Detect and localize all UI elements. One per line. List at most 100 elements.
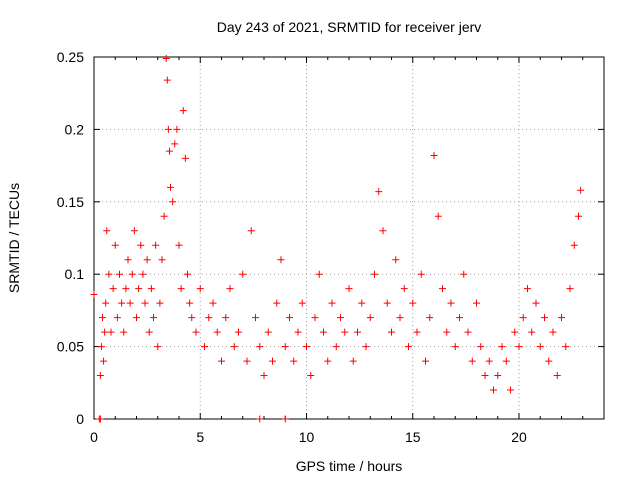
data-point bbox=[177, 285, 185, 293]
data-point bbox=[332, 343, 340, 351]
data-point bbox=[392, 256, 400, 264]
data-point bbox=[477, 343, 485, 351]
data-point bbox=[375, 188, 383, 196]
data-point bbox=[201, 343, 208, 351]
data-point bbox=[405, 343, 412, 351]
data-point bbox=[549, 328, 557, 336]
data-point bbox=[362, 343, 370, 351]
data-point bbox=[490, 386, 497, 394]
data-point bbox=[171, 140, 179, 148]
data-point bbox=[328, 299, 336, 307]
data-point bbox=[122, 285, 130, 293]
data-point bbox=[230, 343, 238, 351]
data-point bbox=[102, 299, 110, 307]
data-point bbox=[260, 372, 268, 380]
data-point bbox=[179, 107, 187, 115]
data-point bbox=[111, 241, 119, 249]
chart-title: Day 243 of 2021, SRMTID for receiver jer… bbox=[217, 19, 482, 35]
x-tick-label: 0 bbox=[90, 429, 98, 445]
data-point bbox=[181, 154, 189, 162]
data-point bbox=[154, 343, 162, 351]
data-point bbox=[163, 76, 171, 84]
data-point bbox=[577, 186, 585, 194]
data-point bbox=[162, 54, 170, 62]
x-axis: 0 5 10 15 20 bbox=[90, 57, 584, 445]
data-point bbox=[494, 372, 502, 380]
data-point bbox=[128, 270, 136, 278]
data-point bbox=[298, 299, 306, 307]
data-point bbox=[120, 328, 128, 336]
data-point bbox=[116, 270, 123, 278]
data-point bbox=[186, 299, 194, 307]
data-point bbox=[243, 357, 251, 365]
data-point bbox=[252, 314, 259, 322]
data-point bbox=[222, 314, 230, 322]
data-point bbox=[294, 328, 302, 336]
data-point bbox=[281, 343, 289, 351]
data-point bbox=[311, 314, 319, 322]
data-point bbox=[256, 415, 264, 423]
data-point bbox=[135, 285, 143, 293]
y-axis: 0 0.05 0.1 0.15 0.2 0.25 bbox=[57, 49, 604, 427]
data-point bbox=[256, 343, 264, 351]
data-point bbox=[99, 314, 106, 322]
data-point bbox=[400, 285, 408, 293]
data-point bbox=[124, 256, 132, 264]
data-point bbox=[324, 357, 332, 365]
x-axis-label: GPS time / hours bbox=[296, 458, 403, 474]
data-point bbox=[447, 299, 455, 307]
data-point bbox=[307, 372, 315, 380]
data-point bbox=[575, 212, 582, 220]
data-point bbox=[164, 125, 172, 133]
data-point bbox=[158, 256, 166, 264]
y-axis-label: SRMTID / TECUs bbox=[6, 183, 22, 293]
data-point bbox=[502, 357, 510, 365]
data-point bbox=[388, 328, 395, 336]
data-point bbox=[126, 299, 134, 307]
data-point bbox=[169, 198, 177, 206]
data-point bbox=[524, 285, 531, 293]
data-point bbox=[358, 299, 366, 307]
data-point bbox=[264, 328, 272, 336]
data-point bbox=[133, 314, 140, 322]
data-point bbox=[184, 270, 191, 278]
data-point bbox=[451, 343, 459, 351]
data-point bbox=[545, 357, 553, 365]
data-point bbox=[434, 212, 442, 220]
data-point bbox=[511, 328, 519, 336]
data-point bbox=[175, 241, 183, 249]
data-point bbox=[167, 183, 174, 191]
data-point bbox=[145, 328, 153, 336]
data-point bbox=[277, 256, 285, 264]
data-point bbox=[456, 314, 463, 322]
x-tick-label: 20 bbox=[511, 429, 527, 445]
data-point bbox=[147, 285, 155, 293]
data-point bbox=[235, 328, 242, 336]
data-point bbox=[160, 212, 168, 220]
data-point bbox=[409, 299, 417, 307]
data-point bbox=[209, 299, 217, 307]
data-point bbox=[337, 314, 344, 322]
data-point bbox=[105, 270, 113, 278]
data-point bbox=[315, 270, 323, 278]
data-point bbox=[345, 285, 353, 293]
data-point bbox=[113, 314, 121, 322]
data-point bbox=[383, 299, 391, 307]
data-point bbox=[101, 328, 109, 336]
data-point bbox=[269, 357, 276, 365]
data-point bbox=[498, 343, 506, 351]
data-point bbox=[566, 285, 574, 293]
data-point bbox=[515, 343, 523, 351]
data-point bbox=[100, 357, 108, 365]
data-point bbox=[507, 386, 514, 394]
data-point bbox=[528, 328, 536, 336]
x-tick-label: 15 bbox=[405, 429, 421, 445]
data-point bbox=[485, 357, 493, 365]
data-point bbox=[303, 343, 310, 351]
data-point bbox=[192, 328, 200, 336]
y-tick-label: 0 bbox=[76, 411, 84, 427]
data-point bbox=[152, 241, 160, 249]
data-point bbox=[173, 125, 181, 133]
data-point bbox=[239, 270, 247, 278]
y-tick-label: 0.1 bbox=[65, 266, 85, 282]
